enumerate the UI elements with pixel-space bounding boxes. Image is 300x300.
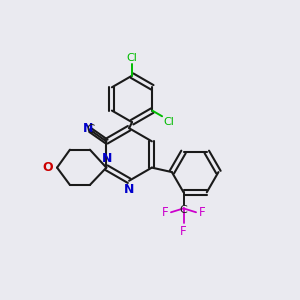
Text: N: N bbox=[102, 152, 112, 165]
Text: F: F bbox=[180, 225, 187, 238]
Text: C: C bbox=[180, 206, 188, 215]
Text: Cl: Cl bbox=[164, 117, 174, 127]
Text: Cl: Cl bbox=[127, 53, 137, 63]
Text: F: F bbox=[198, 206, 205, 219]
Text: C: C bbox=[87, 123, 95, 136]
Text: N: N bbox=[124, 182, 134, 196]
Text: O: O bbox=[43, 161, 53, 174]
Text: N: N bbox=[83, 122, 93, 135]
Text: F: F bbox=[162, 206, 169, 219]
